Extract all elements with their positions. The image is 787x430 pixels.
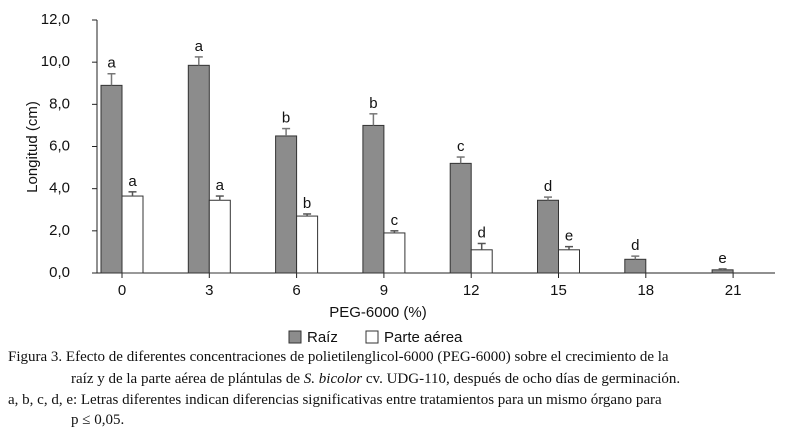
bar bbox=[187, 64, 210, 274]
error-bar bbox=[215, 195, 224, 201]
x-tick-label: 3 bbox=[205, 282, 213, 299]
significance-letter: c bbox=[391, 212, 399, 229]
bar bbox=[624, 258, 647, 274]
error-bar bbox=[303, 213, 312, 217]
significance-letter: e bbox=[565, 228, 573, 245]
x-tick-label: 0 bbox=[118, 282, 126, 299]
bar bbox=[296, 215, 319, 274]
caption-species: S. bicolor bbox=[304, 371, 362, 387]
significance-letter: a bbox=[128, 173, 137, 190]
y-tick-label: 6,0 bbox=[49, 137, 70, 154]
significance-letter: e bbox=[718, 250, 726, 267]
significance-letter: d bbox=[544, 178, 552, 195]
y-axis-label: Longitud (cm) bbox=[24, 101, 41, 193]
bar bbox=[275, 135, 298, 274]
y-tick-label: 8,0 bbox=[49, 95, 70, 112]
x-tick-label: 6 bbox=[292, 282, 300, 299]
bar bbox=[121, 195, 144, 274]
error-bar bbox=[282, 127, 291, 136]
caption-line: Figura 3. Efecto de diferentes concentra… bbox=[8, 349, 669, 365]
caption-text: cv. UDG-110, después de ocho días de ger… bbox=[362, 371, 680, 387]
bar bbox=[537, 199, 559, 274]
x-tick-label: 9 bbox=[380, 282, 388, 299]
error-bar bbox=[369, 113, 378, 126]
caption-line: p ≤ 0,05. bbox=[71, 412, 124, 428]
significance-letter: d bbox=[631, 237, 639, 254]
legend-label: Raíz bbox=[307, 329, 338, 346]
bar bbox=[449, 162, 472, 274]
error-bar bbox=[477, 242, 486, 250]
significance-letter: a bbox=[107, 55, 116, 72]
y-tick-label: 10,0 bbox=[41, 53, 70, 70]
bar bbox=[100, 84, 123, 274]
significance-letter: c bbox=[457, 138, 465, 155]
x-tick-label: 18 bbox=[637, 282, 654, 299]
error-bar bbox=[456, 156, 465, 164]
bar bbox=[362, 124, 385, 274]
legend-swatch bbox=[288, 330, 302, 344]
y-tick-label: 4,0 bbox=[49, 180, 70, 197]
bar bbox=[558, 249, 580, 274]
error-bar bbox=[631, 255, 640, 260]
legend-swatch bbox=[365, 330, 379, 344]
x-tick-label: 15 bbox=[550, 282, 567, 299]
significance-letter: b bbox=[369, 95, 377, 112]
caption-line: raíz y de la parte aérea de plántulas de… bbox=[71, 371, 680, 387]
significance-letter: d bbox=[478, 224, 486, 241]
bar bbox=[208, 199, 231, 274]
caption-text: raíz y de la parte aérea de plántulas de bbox=[71, 371, 304, 387]
error-bar bbox=[390, 230, 399, 233]
x-tick-label: 12 bbox=[463, 282, 480, 299]
legend-label: Parte aérea bbox=[384, 329, 463, 346]
error-bar bbox=[718, 268, 727, 270]
error-bar bbox=[107, 73, 116, 86]
significance-letter: a bbox=[195, 38, 204, 55]
bar bbox=[383, 232, 406, 274]
x-tick-label: 21 bbox=[725, 282, 742, 299]
significance-letter: a bbox=[216, 177, 225, 194]
error-bar bbox=[194, 56, 203, 66]
caption-line: a, b, c, d, e: Letras diferentes indican… bbox=[8, 392, 662, 408]
significance-letter: b bbox=[282, 110, 290, 127]
y-tick-label: 12,0 bbox=[41, 11, 70, 28]
bar bbox=[470, 249, 493, 274]
bar bbox=[711, 269, 734, 274]
x-axis-label: PEG-6000 (%) bbox=[329, 304, 427, 321]
error-bar bbox=[565, 245, 573, 250]
y-tick-label: 0,0 bbox=[49, 264, 70, 281]
y-tick-label: 2,0 bbox=[49, 222, 70, 239]
significance-letter: b bbox=[303, 195, 311, 212]
error-bar bbox=[544, 196, 552, 201]
error-bar bbox=[128, 191, 137, 197]
